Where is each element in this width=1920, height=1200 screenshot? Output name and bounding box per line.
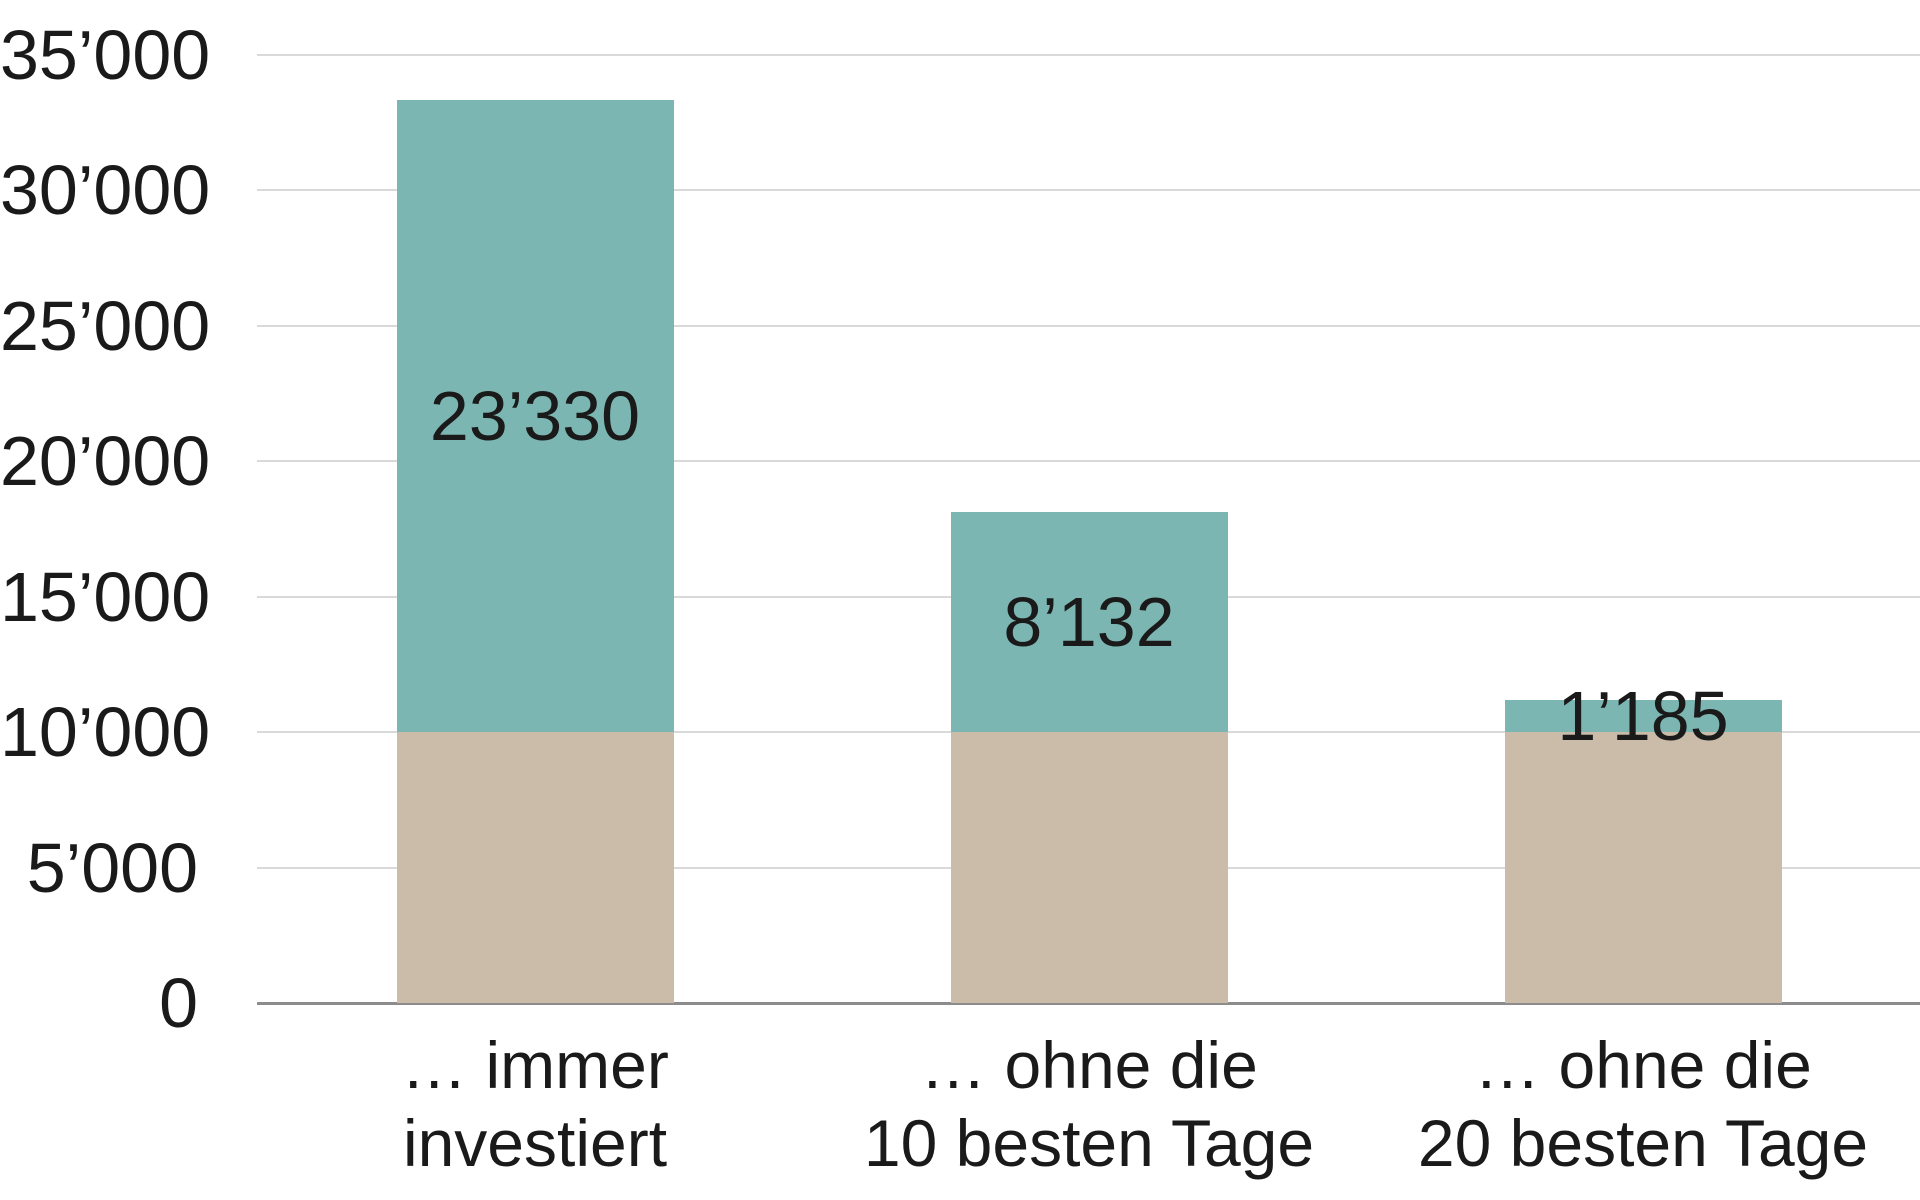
x-axis-category-label-line: … immer <box>401 1028 669 1102</box>
x-axis-category-label: … ohne die 10 besten Tage <box>812 1026 1366 1182</box>
bar-segment-gain <box>1504 700 1782 733</box>
x-axis-category-label-line: 20 besten Tage <box>1417 1106 1869 1180</box>
bar-segment-gain <box>396 100 674 733</box>
gridline <box>257 54 1920 56</box>
x-axis-line <box>257 1002 1920 1005</box>
y-axis-tick-label: 25’000 <box>0 287 211 365</box>
y-axis-tick-label: 0 <box>159 964 198 1042</box>
bar-segment-base <box>396 732 674 1003</box>
y-axis-tick-label: 20’000 <box>0 422 211 500</box>
y-axis-tick-label: 5’000 <box>26 829 198 907</box>
x-axis-category-label-line: … ohne die <box>920 1028 1258 1102</box>
bar-value-label: 23’330 <box>429 377 641 456</box>
gridline <box>257 460 1920 462</box>
x-axis-category-label-line: … ohne die <box>1474 1028 1812 1102</box>
y-axis-tick-label: 10’000 <box>0 693 211 771</box>
bar-value-label: 8’132 <box>1003 583 1175 661</box>
bar-segment-gain <box>950 511 1228 733</box>
x-axis-category-label-line: 10 besten Tage <box>863 1106 1315 1180</box>
x-axis-category-label: … immer investiert <box>258 1026 812 1182</box>
y-axis-tick-label: 30’000 <box>0 151 211 229</box>
y-axis-tick-label: 15’000 <box>0 558 211 636</box>
x-axis-category-label-line: investiert <box>402 1106 668 1180</box>
gridline <box>257 189 1920 191</box>
y-axis-tick-label: 35’000 <box>0 16 211 94</box>
bar-segment-base <box>950 732 1228 1003</box>
bar-value-label: 1’185 <box>1557 677 1729 756</box>
x-axis-category-label: … ohne die 20 besten Tage <box>1366 1026 1920 1182</box>
bar-segment-base <box>1504 732 1782 1003</box>
gridline <box>257 325 1920 327</box>
